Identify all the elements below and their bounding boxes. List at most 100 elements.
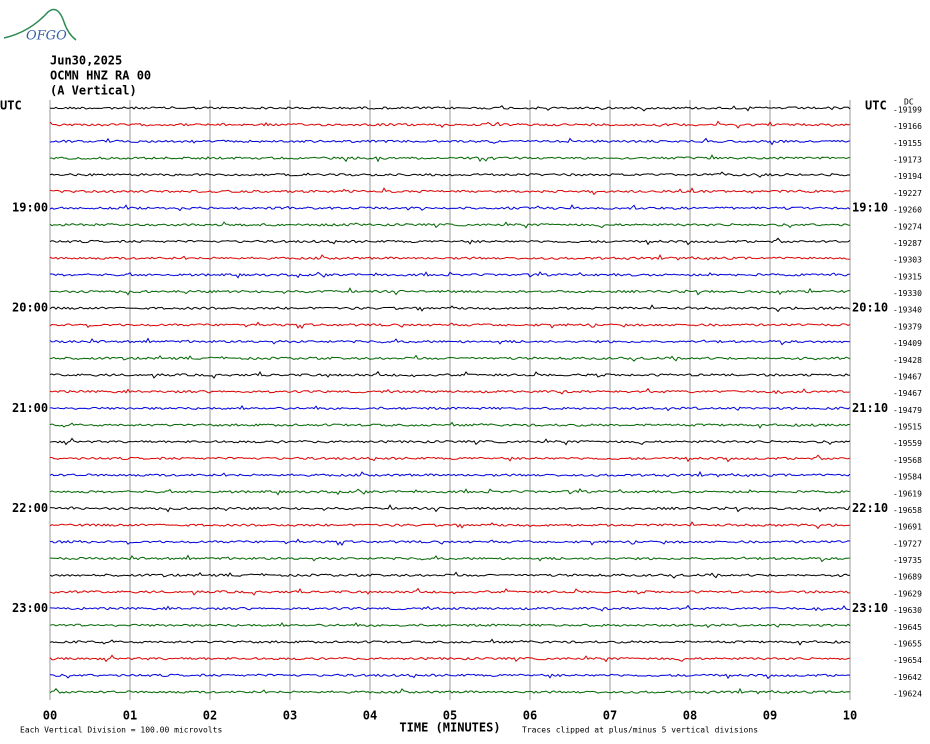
- dc-offset: -19479: [893, 406, 922, 415]
- trace: [50, 405, 851, 412]
- dc-offset: -19340: [893, 306, 922, 315]
- station: OCMN HNZ RA 00: [50, 69, 151, 83]
- trace: [49, 304, 851, 313]
- dc-offset: -19260: [893, 206, 922, 215]
- dc-offset: -19467: [893, 372, 922, 381]
- trace: [49, 470, 851, 478]
- logo: OFGO: [3, 8, 77, 44]
- trace: [49, 337, 851, 346]
- x-tick-label: 08: [683, 709, 697, 723]
- hour-label: 19:00: [12, 201, 48, 215]
- x-tick-label: 05: [443, 709, 457, 723]
- component: (A Vertical): [50, 84, 137, 98]
- dc-offset: -19691: [893, 523, 922, 532]
- trace: [49, 237, 851, 246]
- trace: [49, 387, 851, 395]
- trace: [49, 370, 851, 379]
- hour-label-right: 19:10: [852, 201, 888, 215]
- dc-offset: -19629: [893, 589, 922, 598]
- dc-offset: -19559: [893, 439, 922, 448]
- x-tick-label: 03: [283, 709, 297, 723]
- x-tick-label: 10: [843, 709, 857, 723]
- trace: [49, 354, 851, 362]
- date: Jun30,2025: [50, 54, 122, 68]
- dc-offset: -19654: [893, 656, 922, 665]
- trace: [49, 504, 851, 513]
- offset-title: DC: [904, 98, 914, 107]
- trace: [49, 120, 851, 129]
- trace: [50, 673, 851, 680]
- trace: [49, 221, 851, 229]
- hour-label: 20:00: [12, 301, 48, 315]
- trace: [49, 171, 851, 178]
- dc-offset: -19645: [893, 623, 922, 632]
- dc-offset: -19630: [893, 606, 922, 615]
- dc-offset: -19624: [893, 690, 922, 699]
- dc-offset: -19379: [893, 322, 922, 331]
- dc-offset: -19199: [893, 106, 922, 115]
- dc-offset: -19568: [893, 456, 922, 465]
- scale-note: Each Vertical Division = 100.00 microvol…: [20, 726, 222, 735]
- trace: [49, 622, 851, 629]
- hour-label: 23:00: [12, 601, 48, 615]
- dc-offset: -19689: [893, 573, 922, 582]
- dc-offset: -19194: [893, 172, 922, 181]
- trace: [49, 638, 851, 646]
- dc-offset: -19166: [893, 122, 922, 131]
- trace: [49, 187, 851, 196]
- hour-label-right: 21:10: [852, 401, 888, 415]
- hour-label: 22:00: [12, 501, 48, 515]
- trace: [49, 687, 851, 695]
- x-tick-label: 09: [763, 709, 777, 723]
- dc-offset: -19735: [893, 556, 922, 565]
- trace: [49, 271, 851, 279]
- x-tick-label: 04: [363, 709, 377, 723]
- trace: [49, 287, 851, 296]
- trace: [50, 454, 851, 463]
- dc-offset: -19303: [893, 256, 922, 265]
- trace: [49, 321, 851, 330]
- dc-offset: -19658: [893, 506, 922, 515]
- logo-text: OFGO: [26, 29, 67, 44]
- dc-offset: -19173: [893, 156, 922, 165]
- dc-offset: -19515: [893, 423, 922, 432]
- trace: [49, 253, 851, 261]
- x-tick-label: 07: [603, 709, 617, 723]
- clip-note: Traces clipped at plus/minus 5 vertical …: [522, 726, 758, 735]
- dc-offset: -19428: [893, 356, 922, 365]
- trace: [49, 487, 851, 496]
- trace: [50, 105, 851, 112]
- x-tick-label: 00: [43, 709, 57, 723]
- hour-label-right: 22:10: [852, 501, 888, 515]
- dc-offset: -19315: [893, 272, 922, 281]
- logo-mark: [3, 8, 77, 41]
- hour-label-right: 23:10: [852, 601, 888, 615]
- dc-offset: -19227: [893, 189, 922, 198]
- trace: [49, 204, 851, 212]
- trace: [49, 538, 851, 546]
- dc-offset: -19655: [893, 639, 922, 648]
- dc-offset: -19619: [893, 489, 922, 498]
- dc-offset: -19409: [893, 339, 922, 348]
- dc-offset: -19584: [893, 473, 922, 482]
- x-tick-label: 02: [203, 709, 217, 723]
- trace: [49, 654, 851, 663]
- dc-offset: -19467: [893, 389, 922, 398]
- dc-offset: -19155: [893, 139, 922, 148]
- hour-label-right: 20:10: [852, 301, 888, 315]
- right-axis-title: UTC: [865, 99, 887, 113]
- trace: [49, 421, 851, 429]
- trace: [49, 521, 851, 530]
- x-axis-title: TIME (MINUTES): [399, 721, 500, 735]
- trace: [49, 154, 851, 163]
- dc-offset: -19642: [893, 673, 922, 682]
- trace: [49, 587, 851, 596]
- hour-label: 21:00: [12, 401, 48, 415]
- left-axis-title: UTC: [0, 99, 22, 113]
- dc-offset: -19274: [893, 222, 922, 231]
- trace: [49, 571, 851, 579]
- dc-offset: -19727: [893, 539, 922, 548]
- x-tick-label: 06: [523, 709, 537, 723]
- trace: [49, 137, 851, 146]
